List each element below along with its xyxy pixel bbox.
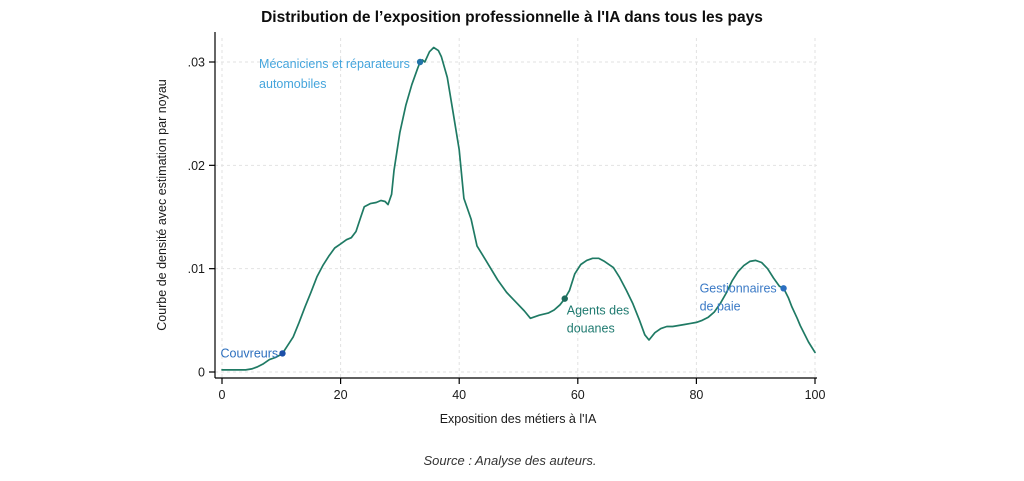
y-tick-label: .02 xyxy=(188,159,205,173)
annotation-dot xyxy=(416,58,424,66)
annotation-label: automobiles xyxy=(259,77,326,91)
x-tick-label: 100 xyxy=(805,388,826,402)
y-tick-label: .01 xyxy=(188,262,205,276)
x-tick-label: 80 xyxy=(689,388,703,402)
annotation-label: Couvreurs xyxy=(220,346,278,360)
annotation-label: Agents des xyxy=(567,304,630,318)
x-tick-label: 60 xyxy=(571,388,585,402)
y-axis-title: Courbe de densité avec estimation par no… xyxy=(155,79,169,331)
annotation-label: de paie xyxy=(700,299,741,313)
annotation-label: douanes xyxy=(567,322,615,336)
annotation-label: Mécaniciens et réparateurs xyxy=(259,57,410,71)
source-note: Source : Analyse des auteurs. xyxy=(424,453,597,468)
y-tick-label: .03 xyxy=(188,56,205,70)
x-tick-label: 0 xyxy=(219,388,226,402)
annotation-label: Gestionnaires xyxy=(700,281,777,295)
x-tick-label: 20 xyxy=(334,388,348,402)
x-axis-title: Exposition des métiers à l'IA xyxy=(440,412,597,426)
chart-title: Distribution de l’exposition professionn… xyxy=(261,9,763,26)
annotation-dot xyxy=(780,285,787,292)
density-curve xyxy=(221,46,816,371)
y-tick-label: 0 xyxy=(198,366,205,380)
x-tick-label: 40 xyxy=(452,388,466,402)
annotation-dot xyxy=(561,295,568,302)
plot-generated-content: 0 .01 .02 .03 0 20 40 60 80 100 Couvreurs Mécanicie… xyxy=(188,32,826,402)
annotation-dot xyxy=(279,350,286,357)
